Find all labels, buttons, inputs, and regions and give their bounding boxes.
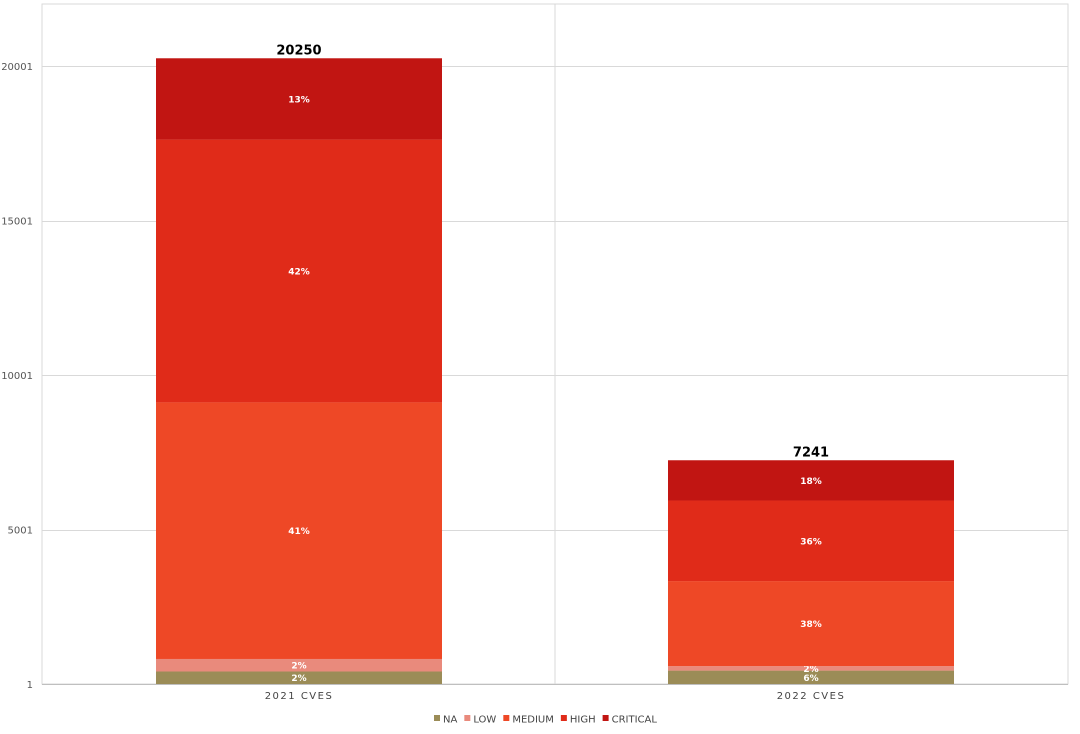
segment-label-na: 6% [803,674,818,684]
legend-swatch [602,715,609,721]
legend-swatch [503,715,510,721]
bar-total-label: 7241 [793,445,829,460]
legend-swatch [560,715,567,721]
legend-label: CRITICAL [612,715,658,726]
legend-label: MEDIUM [512,715,554,726]
segment-label-critical: 18% [800,477,822,487]
x-category-label: 2021 CVES [265,691,334,702]
y-tick-label: 10001 [1,371,33,382]
legend-item-medium: MEDIUM [503,715,554,726]
y-tick-label: 1 [27,680,33,691]
bar-total-label: 20250 [276,43,321,58]
bar-segment-low [668,666,954,671]
bar-segment-medium [668,581,954,667]
segment-label-na: 2% [291,674,306,684]
segment-label-high: 42% [288,268,310,278]
legend-label: HIGH [570,715,596,726]
segment-label-critical: 13% [288,95,310,105]
x-category-label: 2022 CVES [777,691,846,702]
bar-segment-critical [668,460,954,501]
legend-item-high: HIGH [560,715,596,726]
y-tick-label: 5001 [8,526,33,537]
bar-segment-critical [156,58,442,140]
y-tick-label: 20001 [1,62,33,73]
y-tick-label: 15001 [1,217,33,228]
segment-label-medium: 41% [288,527,310,537]
bar-segment-high [668,500,954,582]
bar-stack: 6%2% 38% 36% 18% 7241 [668,445,954,684]
legend-label: NA [443,715,457,726]
bar-segment-medium [156,402,442,659]
x-axis: 2021 CVES 2022 CVES [265,691,846,702]
legend-swatch [434,715,440,721]
bar-segment-high [156,139,442,403]
bar-segment-na [156,671,442,684]
segment-label-high: 36% [800,537,822,547]
bar-stack: 2% 2% 41% 42% 13% 20250 [156,43,442,684]
segment-label-low: 2% [803,665,818,675]
legend-label: LOW [473,715,496,726]
legend-item-critical: CRITICAL [602,715,658,726]
bar-segment-low [156,658,442,672]
legend: NA LOW MEDIUM HIGH CRITICAL [434,715,657,726]
bar-segment-na [668,670,954,684]
segment-label-low: 2% [291,662,306,672]
legend-swatch [464,715,471,721]
segment-label-medium: 38% [800,620,822,630]
legend-item-na: NA [434,715,457,726]
legend-item-low: LOW [464,715,496,726]
